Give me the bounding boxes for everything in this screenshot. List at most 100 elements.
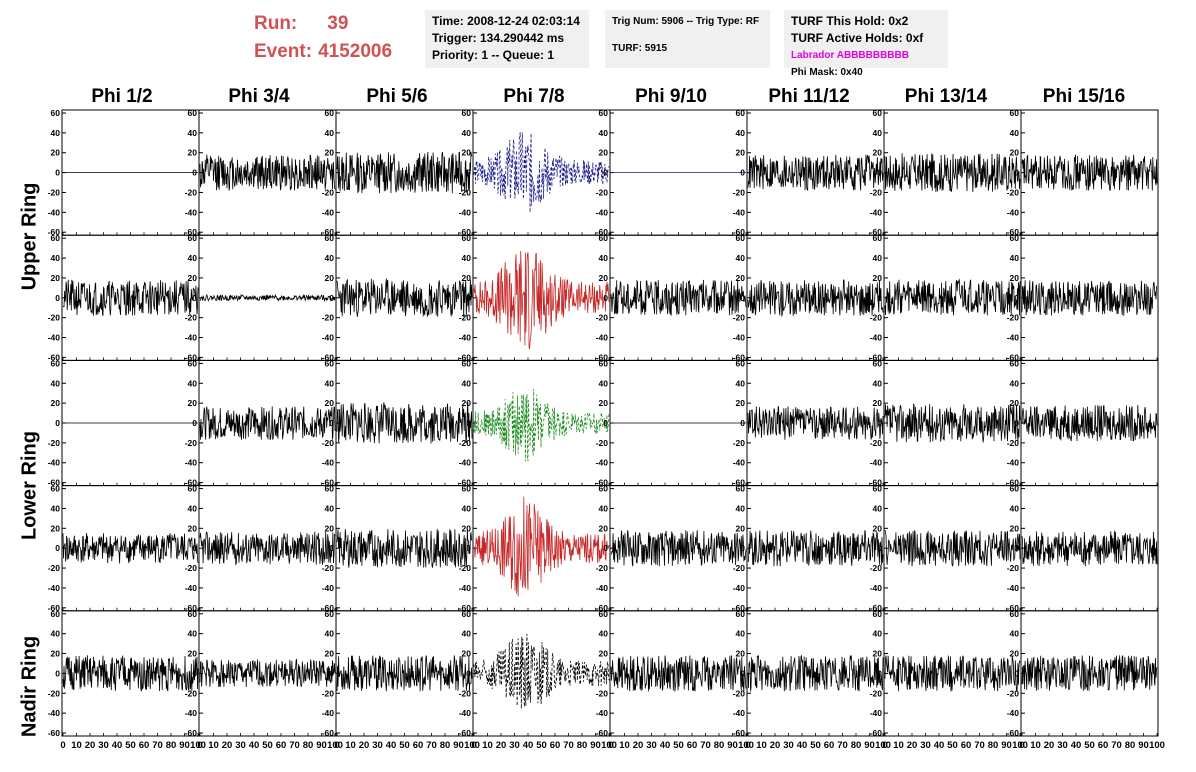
y-tick-label: 40 (462, 629, 472, 639)
y-tick-label: 40 (325, 503, 335, 513)
y-tick-label: -40 (733, 207, 746, 217)
y-tick-label: -40 (185, 333, 198, 343)
y-tick-label: -20 (459, 313, 472, 323)
y-tick-label: -20 (322, 688, 335, 698)
y-tick-label: 0 (192, 168, 197, 178)
y-tick-label: 0 (192, 418, 197, 428)
y-tick-label: 20 (1010, 523, 1020, 533)
y-tick-label: 40 (736, 629, 746, 639)
y-tick-label: 20 (462, 148, 472, 158)
y-tick-label: 20 (462, 523, 472, 533)
y-tick-label: 0 (466, 543, 471, 553)
x-tick-label: 0 (471, 740, 476, 751)
y-tick-label: -60 (733, 478, 746, 488)
y-tick-label: 0 (1014, 293, 1019, 303)
y-tick-label: 20 (1010, 148, 1020, 158)
panel-frame-r1-c4 (609, 234, 748, 361)
y-tick-label: 40 (873, 253, 883, 263)
x-tick-label: 60 (824, 740, 835, 751)
y-tick-label: -20 (733, 438, 746, 448)
y-tick-label: -40 (596, 583, 609, 593)
run-event-info: Run: 39 Event: 4152006 (254, 10, 392, 66)
y-tick-label: 60 (462, 108, 472, 118)
column-header-phi-11-12: Phi 11/12 (768, 86, 850, 107)
y-tick-label: 20 (1010, 649, 1020, 659)
y-tick-label: -40 (48, 708, 61, 718)
y-tick-label: 40 (325, 378, 335, 388)
y-tick-label: -40 (1007, 333, 1020, 343)
panel-frame-r2-c3 (472, 359, 611, 487)
y-tick-label: 0 (1014, 418, 1019, 428)
y-tick-label: 0 (329, 168, 334, 178)
waveform-trace-r4-c0 (62, 655, 199, 692)
x-tick-label: 10 (345, 740, 356, 751)
y-tick-label: 60 (736, 108, 746, 118)
x-tick-label: 30 (372, 740, 383, 751)
x-tick-label: 20 (633, 740, 644, 751)
y-tick-label: 60 (188, 108, 198, 118)
y-tick-label: 20 (736, 273, 746, 283)
y-tick-label: 60 (462, 358, 472, 368)
run-value: 39 (327, 13, 349, 34)
y-tick-label: 40 (51, 378, 61, 388)
y-tick-label: -40 (322, 583, 335, 593)
y-tick-label: -40 (870, 333, 883, 343)
y-tick-label: -20 (185, 563, 198, 573)
y-tick-label: 40 (736, 253, 746, 263)
y-tick-label: 60 (599, 484, 609, 494)
y-tick-label: -40 (733, 458, 746, 468)
y-tick-label: 60 (325, 233, 335, 243)
x-tick-label: 80 (166, 740, 177, 751)
y-tick-label: -20 (596, 438, 609, 448)
waveform-trace-r1-c7 (1021, 280, 1158, 316)
y-tick-label: -60 (733, 352, 746, 362)
y-tick-label: -60 (185, 603, 198, 613)
y-tick-label: 60 (51, 108, 61, 118)
y-tick-label: -20 (596, 187, 609, 197)
y-tick-label: -40 (596, 333, 609, 343)
y-tick-label: 0 (740, 418, 745, 428)
y-tick-label: -60 (48, 352, 61, 362)
trig-info-box: Trig Num: 5906 -- Trig Type: RF TURF: 59… (605, 10, 770, 68)
y-tick-label: 40 (462, 378, 472, 388)
x-tick-label: 0 (334, 740, 339, 751)
y-tick-label: 60 (51, 484, 61, 494)
x-tick-label: 90 (316, 740, 327, 751)
panel-frame-r3-c2 (335, 485, 474, 612)
y-tick-label: 0 (740, 543, 745, 553)
y-tick-label: -60 (596, 603, 609, 613)
waveform-trace-r0-c3 (473, 131, 610, 213)
y-tick-label: -20 (733, 313, 746, 323)
run-row: Run: 39 (254, 10, 392, 38)
y-tick-label: 40 (736, 378, 746, 388)
x-tick-label: 90 (179, 740, 190, 751)
y-tick-label: -40 (322, 333, 335, 343)
x-tick-label: 50 (673, 740, 684, 751)
x-tick-label: 30 (235, 740, 246, 751)
y-tick-label: -60 (596, 478, 609, 488)
y-tick-label: 20 (873, 398, 883, 408)
x-tick-label: 90 (453, 740, 464, 751)
y-tick-label: 40 (599, 629, 609, 639)
y-tick-label: 20 (325, 273, 335, 283)
x-tick-label: 100 (464, 740, 480, 751)
y-tick-label: 20 (599, 273, 609, 283)
y-tick-label: -40 (48, 583, 61, 593)
y-tick-label: 0 (603, 543, 608, 553)
y-tick-label: 0 (877, 668, 882, 678)
y-tick-label: 20 (325, 398, 335, 408)
y-tick-label: 40 (188, 253, 198, 263)
y-tick-label: -20 (48, 438, 61, 448)
labrador-text: Labrador ABBBBBBBBB (791, 50, 909, 61)
y-tick-label: -60 (870, 478, 883, 488)
y-tick-label: 40 (1010, 253, 1020, 263)
x-tick-label: 80 (577, 740, 588, 751)
x-tick-label: 100 (601, 740, 617, 751)
x-tick-label: 80 (988, 740, 999, 751)
x-tick-label: 0 (882, 740, 887, 751)
y-tick-label: 60 (1010, 609, 1020, 619)
y-tick-label: -60 (48, 603, 61, 613)
y-tick-label: 20 (873, 148, 883, 158)
x-tick-label: 30 (646, 740, 657, 751)
column-header-phi-1-2: Phi 1/2 (91, 86, 153, 107)
